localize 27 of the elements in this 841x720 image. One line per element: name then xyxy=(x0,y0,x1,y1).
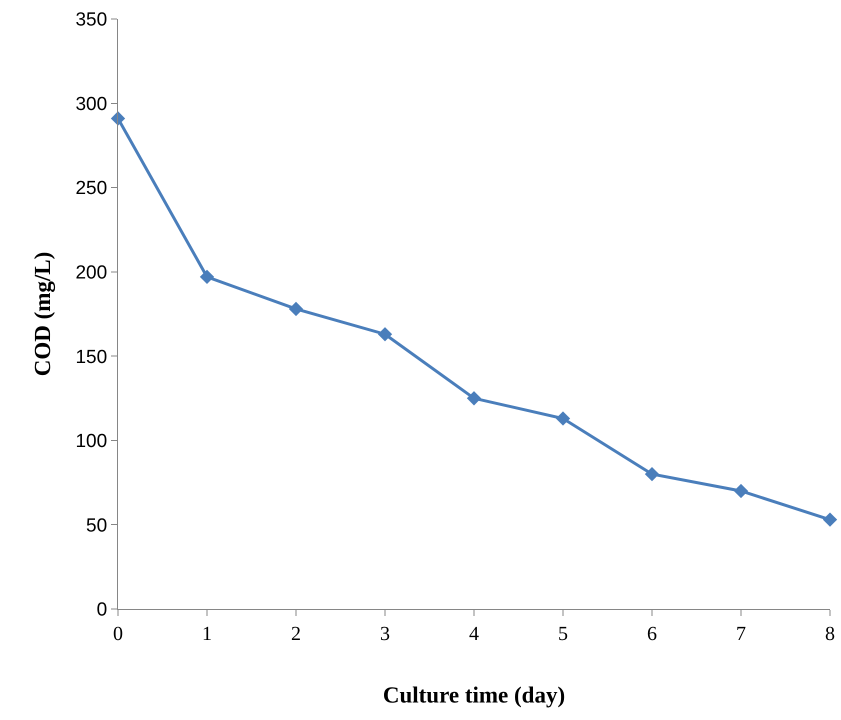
point xyxy=(288,302,304,316)
point xyxy=(378,327,392,342)
x-tick-label: 0 xyxy=(113,623,123,645)
x-tick-label: 3 xyxy=(380,623,390,645)
point xyxy=(466,391,482,406)
x-tick-label: 2 xyxy=(291,623,301,645)
x-tick-label: 1 xyxy=(202,623,212,645)
point xyxy=(734,484,748,498)
y-tick-label: 300 xyxy=(75,94,108,115)
point xyxy=(644,466,660,482)
y-tick-label: 350 xyxy=(75,10,108,31)
x-tick-label: 5 xyxy=(558,623,568,645)
point xyxy=(822,512,838,527)
y-tick-label: 50 xyxy=(86,515,108,536)
point xyxy=(556,411,570,426)
y-tick-label: 250 xyxy=(75,178,108,200)
x-axis-title: Culture time (day) xyxy=(382,682,566,708)
y-tick-label: 150 xyxy=(75,346,108,368)
x-tick-label: 8 xyxy=(825,623,835,645)
x-tick-label: 4 xyxy=(469,623,479,645)
y-tick-label: 0 xyxy=(96,600,108,621)
y-tick-label: 100 xyxy=(75,431,108,452)
x-tick-label: 7 xyxy=(736,623,746,645)
y-tick-label: 200 xyxy=(75,262,108,284)
x-tick-label: 6 xyxy=(647,623,657,645)
y-axis-title: COD (mg/L) xyxy=(30,252,56,376)
point xyxy=(200,270,214,284)
